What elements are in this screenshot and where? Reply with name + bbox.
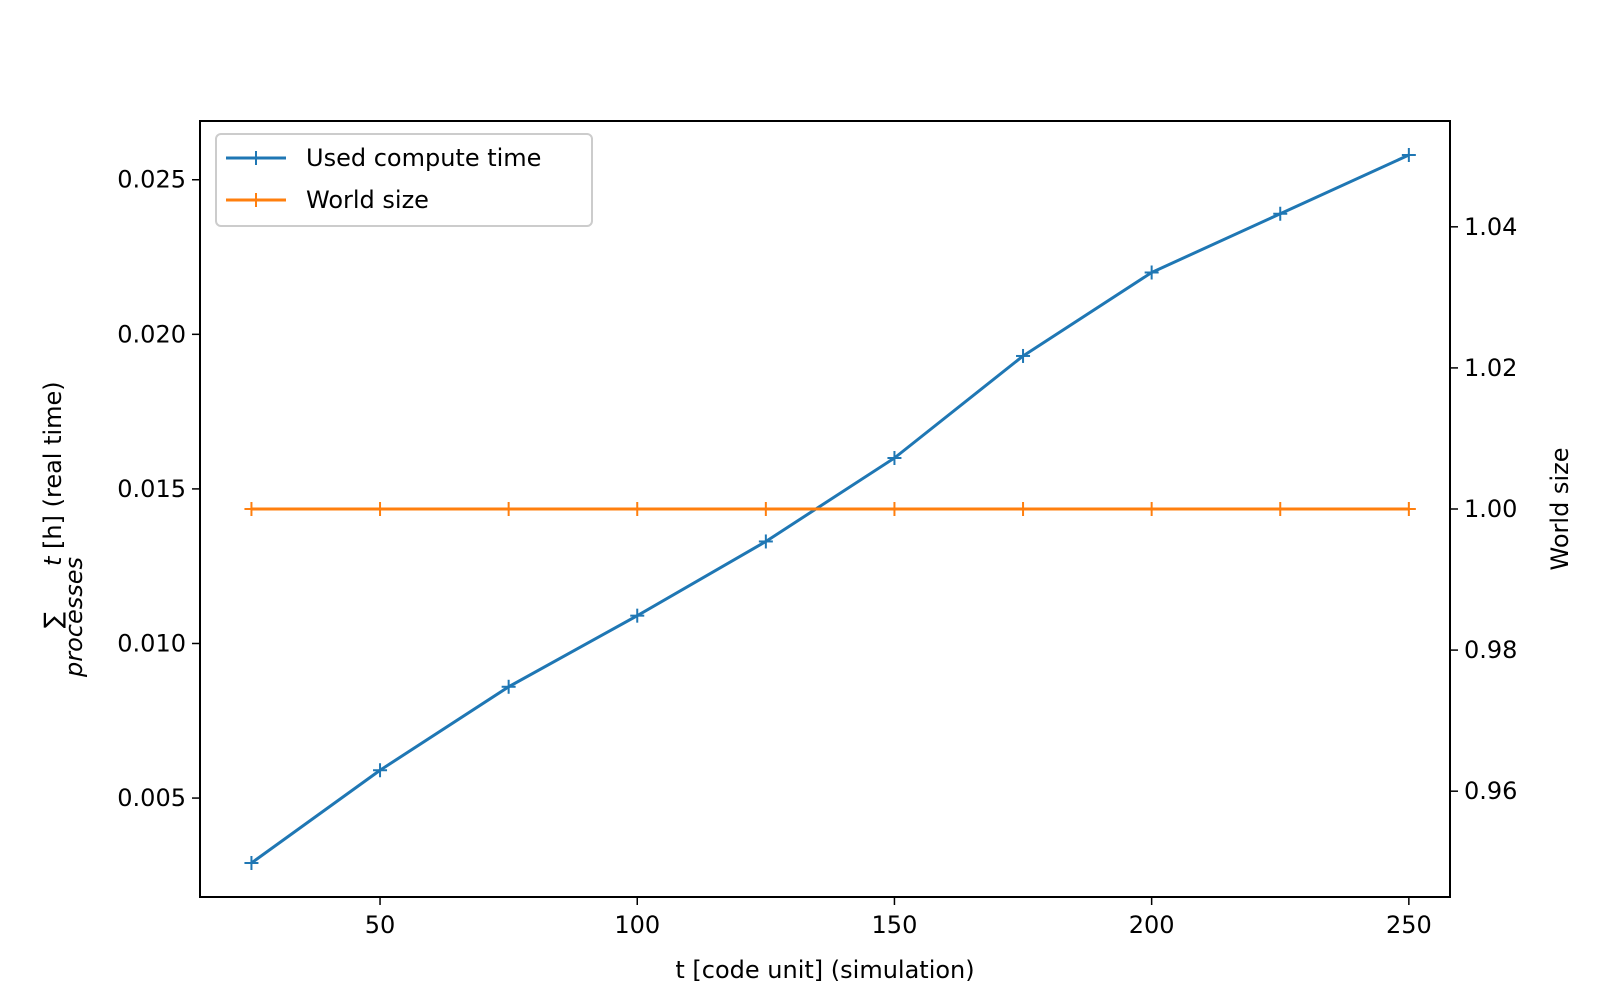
y-tick-label: 0.010 [117, 629, 186, 657]
y2-axis-label: World size [1546, 448, 1574, 571]
legend-box [215, 133, 593, 227]
y2-tick-label: 0.98 [1464, 636, 1517, 664]
y-axis-label-sum: ∑ [39, 612, 67, 628]
data-point [1016, 348, 1031, 363]
y-tick-label: 0.020 [117, 320, 186, 348]
data-point [758, 534, 773, 549]
x-tick-label: 200 [1129, 911, 1175, 939]
y2-tick-label: 1.00 [1464, 495, 1517, 523]
data-point [630, 608, 645, 623]
legend-label: World size [306, 186, 429, 214]
data-point [1016, 502, 1031, 516]
legend-entry: World size [226, 186, 429, 214]
y-tick-label: 0.025 [117, 166, 186, 194]
data-point [1273, 206, 1288, 221]
legend-label: Used compute time [306, 144, 541, 172]
data-point [1273, 502, 1288, 516]
legend-entry: Used compute time [226, 144, 541, 172]
data-point [630, 502, 645, 516]
y-axis-label-main: t [h] (real time) [39, 381, 67, 566]
x-tick-label: 50 [365, 911, 396, 939]
data-point [373, 763, 388, 778]
x-tick-label: 250 [1386, 911, 1432, 939]
series-line-0 [250, 153, 1410, 865]
data-point [1144, 502, 1159, 516]
y2-tick-label: 1.02 [1464, 354, 1517, 382]
x-axis-label: t [code unit] (simulation) [675, 956, 974, 984]
x-tick-label: 150 [872, 911, 918, 939]
y-tick-label: 0.015 [117, 475, 186, 503]
data-point [887, 450, 902, 465]
legend: Used compute time World size [215, 133, 593, 227]
y2-tick-label: 0.96 [1464, 777, 1517, 805]
data-point [1401, 148, 1416, 163]
data-point [758, 502, 773, 516]
x-tick-label: 100 [614, 911, 660, 939]
data-point [373, 502, 388, 516]
data-point [244, 855, 259, 870]
data-point [501, 502, 516, 516]
y-axis-label-subscript: processes [60, 557, 88, 678]
y2-tick-label: 1.04 [1464, 213, 1517, 241]
data-point [244, 502, 259, 516]
y-axis-label-variable: t [39, 555, 67, 566]
y-axis-label-rest: [h] (real time) [39, 381, 67, 556]
y-tick-label: 0.005 [117, 784, 186, 812]
data-point [1144, 265, 1159, 280]
axes: 50 100 150 200 250 0.005 0.010 0.015 0.020 0.025 0… [39, 120, 1574, 984]
data-point [501, 679, 516, 694]
data-point [1401, 502, 1416, 516]
plot-area [244, 148, 1416, 870]
data-point [887, 502, 902, 516]
